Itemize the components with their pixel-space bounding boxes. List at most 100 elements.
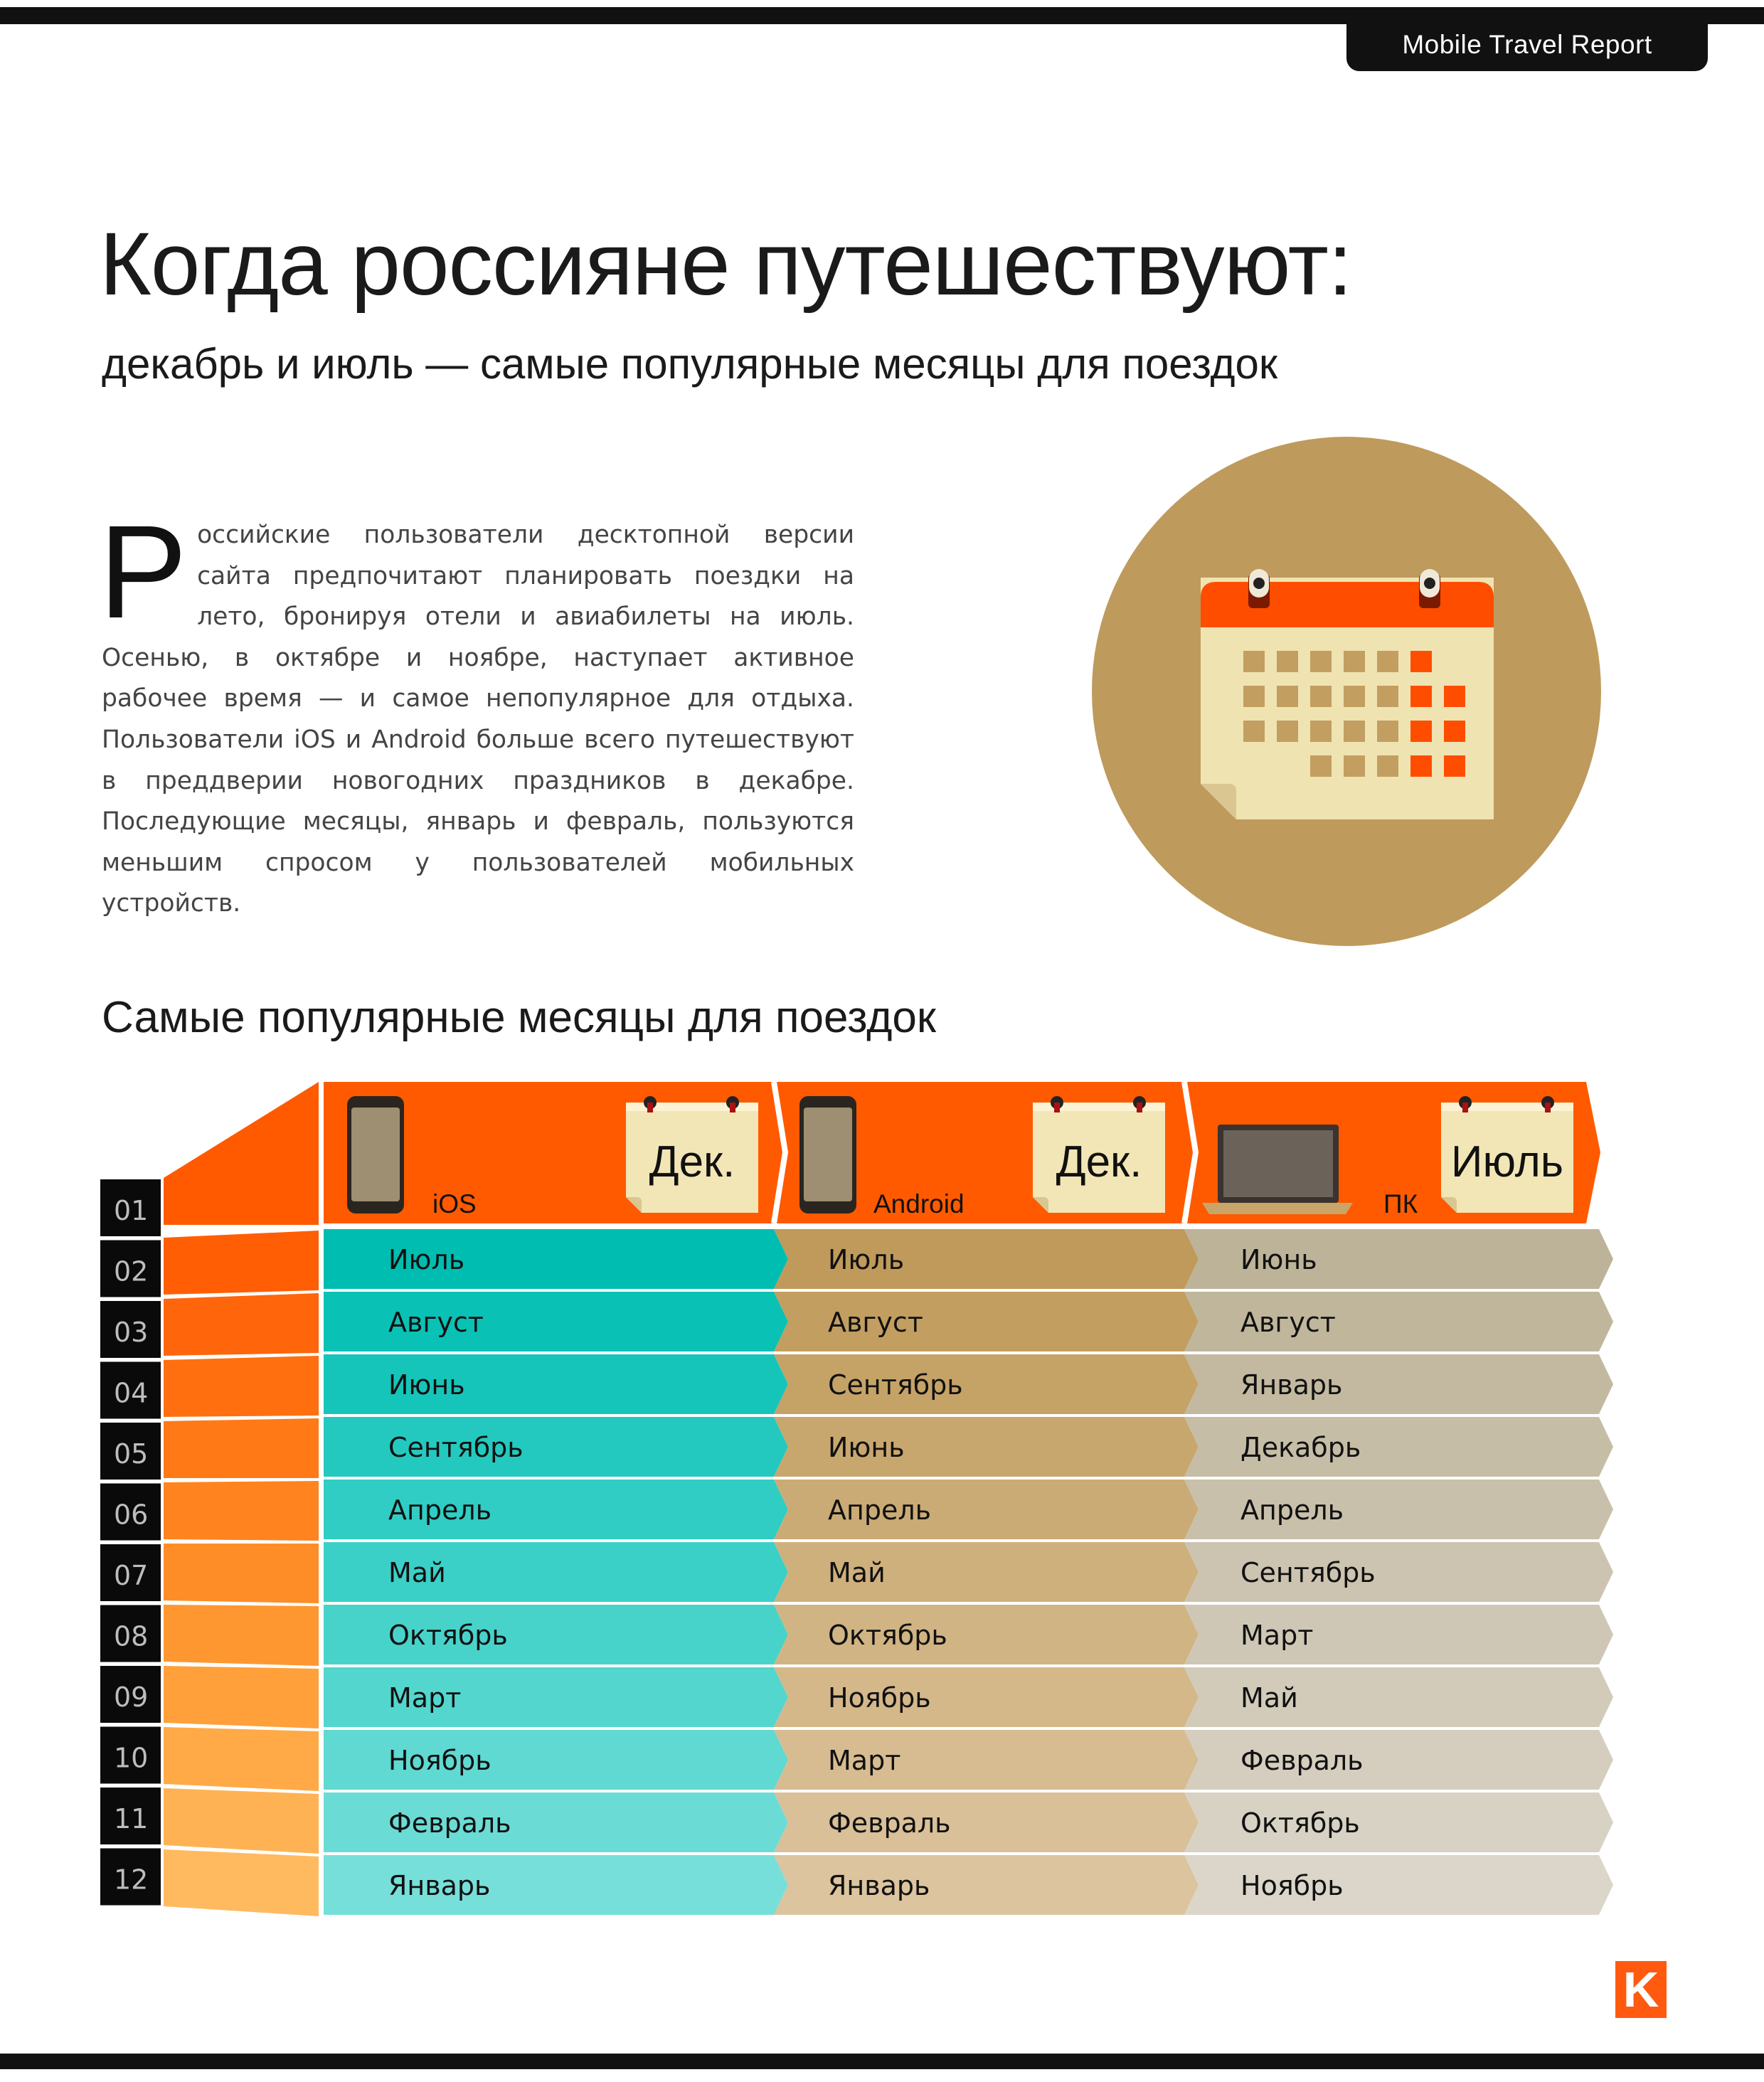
month-cell-label: Февраль — [388, 1807, 511, 1839]
calendar-day-square — [1310, 686, 1332, 707]
calendar-day-square — [1377, 755, 1398, 777]
month-cell-label: Сентябрь — [388, 1432, 524, 1463]
rank-box — [100, 1423, 161, 1480]
rank-number: 09 — [114, 1682, 148, 1713]
rank-box — [100, 1483, 161, 1541]
rank-box — [100, 1666, 161, 1723]
month-cell-label: Декабрь — [1240, 1432, 1361, 1463]
calendar-day-square — [1243, 721, 1265, 742]
month-cell — [1184, 1542, 1613, 1602]
calendar-day-square — [1377, 651, 1398, 672]
month-cell-label: Август — [1240, 1307, 1336, 1338]
rank-number: 04 — [114, 1378, 148, 1409]
month-cell-label: Апрель — [828, 1494, 931, 1526]
rank-number: 12 — [114, 1864, 148, 1896]
calendar-day-square — [1377, 686, 1398, 707]
month-cell — [1184, 1480, 1613, 1539]
month-cell — [1184, 1855, 1613, 1915]
month-cell-label: Январь — [828, 1870, 930, 1901]
month-cell — [1184, 1792, 1613, 1852]
funnel-segment — [164, 1356, 319, 1417]
month-cell — [774, 1417, 1199, 1477]
rank-number: 05 — [114, 1438, 148, 1470]
month-cell — [774, 1292, 1199, 1351]
rank-box — [100, 1848, 161, 1906]
month-cell-label: Апрель — [1240, 1494, 1344, 1526]
page-subtitle: декабрь и июль — самые популярные месяцы… — [102, 340, 1278, 388]
month-cell-label: Март — [1240, 1620, 1313, 1651]
month-cell — [774, 1605, 1199, 1664]
rank-number: 10 — [114, 1743, 148, 1774]
platform-label: ПК — [1383, 1189, 1418, 1218]
month-cell — [1184, 1354, 1613, 1414]
funnel-segment — [164, 1788, 319, 1854]
calendar-illustration-icon — [1092, 437, 1601, 946]
month-cell-label: Май — [828, 1557, 886, 1588]
calendar-day-square — [1277, 721, 1298, 742]
top-month-label: Июль — [1451, 1137, 1563, 1186]
month-cell — [324, 1480, 788, 1539]
calendar-day-square — [1444, 686, 1465, 707]
month-cell — [774, 1542, 1199, 1602]
rank-box — [100, 1544, 161, 1601]
rank-box — [100, 1605, 161, 1662]
month-cell-label: Октябрь — [828, 1620, 947, 1651]
calendar-badge-icon — [1441, 1096, 1573, 1213]
calendar-badge-icon — [626, 1096, 758, 1213]
month-cell-label: Ноябрь — [828, 1682, 931, 1714]
month-cell — [324, 1354, 788, 1414]
funnel-segment — [164, 1849, 319, 1916]
month-cell — [774, 1792, 1199, 1852]
month-cell — [324, 1605, 788, 1664]
funnel-segment — [164, 1605, 319, 1666]
funnel-segment — [164, 1481, 319, 1541]
month-cell — [1184, 1229, 1613, 1289]
rank-number: 01 — [114, 1195, 148, 1226]
month-cell-label: Январь — [1240, 1369, 1342, 1401]
drop-cap: Р — [99, 499, 188, 646]
funnel-segment — [164, 1544, 319, 1603]
month-cell — [324, 1292, 788, 1351]
month-cell — [1184, 1605, 1613, 1664]
month-cell — [774, 1229, 1199, 1289]
month-cell-label: Июнь — [1240, 1244, 1317, 1275]
month-cell-label: Июль — [388, 1244, 464, 1275]
platform-label: Android — [873, 1189, 965, 1218]
month-cell-label: Ноябрь — [1240, 1870, 1344, 1901]
top-month-label: Дек. — [1056, 1137, 1142, 1186]
brand-logo: K — [1615, 1961, 1667, 2018]
bottom-rule — [0, 2054, 1764, 2069]
smartphone-icon — [799, 1096, 856, 1213]
rank-box — [100, 1361, 161, 1419]
month-cell-label: Октябрь — [388, 1620, 508, 1651]
calendar-badge-icon — [1033, 1096, 1165, 1213]
smartphone-icon — [347, 1096, 404, 1213]
calendar-day-square — [1410, 721, 1432, 742]
calendar-day-square — [1344, 686, 1365, 707]
calendar-day-square — [1444, 755, 1465, 777]
month-cell-label: Январь — [388, 1870, 490, 1901]
month-cell — [1184, 1292, 1613, 1351]
rank-number: 08 — [114, 1621, 148, 1652]
rank-number: 03 — [114, 1317, 148, 1348]
top-month-label: Дек. — [649, 1137, 735, 1186]
calendar-day-square — [1310, 651, 1332, 672]
calendar-day-square — [1310, 721, 1332, 742]
month-cell-label: Август — [388, 1307, 484, 1338]
funnel-segment — [164, 1231, 319, 1295]
funnel-segment — [164, 1293, 319, 1356]
rank-number: 11 — [114, 1803, 148, 1834]
month-cell — [774, 1855, 1199, 1915]
month-cell-label: Март — [828, 1745, 900, 1776]
funnel-segment — [164, 1418, 319, 1478]
funnel-segment — [164, 1727, 319, 1791]
month-cell-label: Февраль — [1240, 1745, 1364, 1776]
rank-number: 07 — [114, 1560, 148, 1591]
month-cell-label: Март — [388, 1682, 461, 1714]
month-cell-label: Октябрь — [1240, 1807, 1360, 1839]
month-cell-label: Июнь — [828, 1432, 905, 1463]
rank-box — [100, 1179, 161, 1236]
month-cell — [1184, 1730, 1613, 1790]
month-cell-label: Июль — [828, 1244, 904, 1275]
